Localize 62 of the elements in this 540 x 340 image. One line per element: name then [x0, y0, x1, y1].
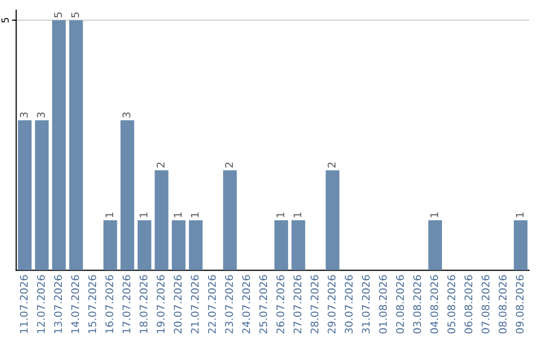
bar — [326, 170, 340, 270]
x-tick-label: 01.08.2026 — [378, 275, 387, 334]
x-tick-label: 09.08.2026 — [516, 275, 524, 334]
bar — [223, 170, 237, 270]
x-tick-label: 20.07.2026 — [174, 275, 182, 334]
bar — [172, 220, 186, 270]
x-tick-label: 12.07.2026 — [36, 275, 45, 333]
bar — [120, 120, 134, 270]
x-tick-label: 30.07.2026 — [344, 275, 353, 334]
data-label: 2 — [156, 162, 164, 168]
bar — [69, 20, 83, 270]
bar — [292, 220, 306, 270]
x-tick-label: 27.07.2026 — [293, 275, 302, 334]
x-tick-label: 16.07.2026 — [105, 275, 114, 333]
x-tick-label: 08.08.2026 — [498, 275, 507, 334]
x-tick-label: 18.07.2026 — [140, 275, 148, 333]
data-label: 1 — [140, 212, 148, 218]
data-label: 3 — [122, 112, 130, 118]
x-tick-label: 11.07.2026 — [20, 275, 28, 333]
x-tick-label: 02.08.2026 — [396, 275, 404, 334]
x-tick-label: 06.08.2026 — [464, 275, 472, 334]
x-tick-label: 29.07.2026 — [328, 275, 336, 334]
data-label: 2 — [225, 162, 233, 168]
data-label: 1 — [430, 212, 438, 218]
data-label: 1 — [174, 212, 182, 218]
x-tick-label: 25.07.2026 — [259, 275, 268, 334]
data-label: 5 — [71, 12, 80, 18]
x-tick-label: 22.07.2026 — [208, 275, 216, 334]
data-label: 1 — [106, 212, 114, 218]
x-tick-label: 15.07.2026 — [88, 275, 96, 333]
bar — [52, 20, 66, 270]
x-tick-label: 26.07.2026 — [276, 275, 284, 334]
bar — [18, 120, 32, 270]
bar — [103, 220, 118, 270]
x-tick-label: 13.07.2026 — [54, 275, 62, 333]
x-tick-label: 21.07.2026 — [190, 275, 199, 334]
data-label: 1 — [191, 212, 199, 218]
x-tick-label: 23.07.2026 — [225, 275, 233, 334]
x-tick-label: 14.07.2026 — [71, 275, 80, 333]
data-label: 3 — [20, 112, 28, 118]
x-tick-label: 19.07.2026 — [156, 275, 165, 333]
x-tick-label: 05.08.2026 — [447, 275, 456, 334]
data-label: 5 — [54, 12, 62, 18]
x-tick-label: 07.08.2026 — [482, 275, 490, 334]
bar — [35, 120, 49, 270]
data-label: 2 — [328, 162, 336, 168]
bar — [514, 220, 528, 270]
data-label: 1 — [516, 212, 524, 218]
data-label: 3 — [36, 112, 45, 118]
bar — [154, 170, 168, 270]
bar — [428, 220, 442, 270]
data-label: 1 — [294, 212, 302, 218]
bar — [274, 220, 288, 270]
bar — [138, 220, 152, 270]
x-tick-label: 28.07.2026 — [310, 275, 318, 334]
x-tick-label: 24.07.2026 — [242, 275, 250, 334]
x-tick-label: 31.07.2026 — [362, 275, 370, 334]
bar — [188, 220, 203, 270]
x-tick-label: 04.08.2026 — [430, 275, 438, 334]
data-label: 1 — [276, 212, 284, 218]
x-tick-label: 17.07.2026 — [122, 275, 130, 333]
x-tick-label: 03.08.2026 — [413, 275, 422, 334]
